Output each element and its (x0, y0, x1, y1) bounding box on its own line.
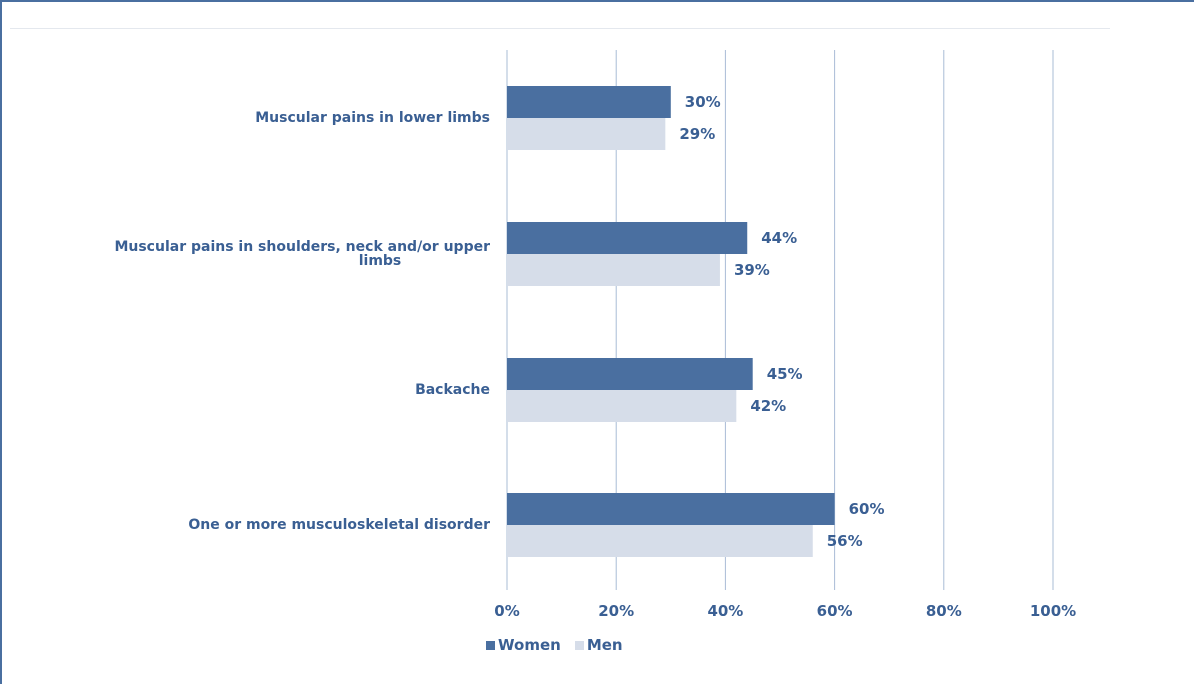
data-label-women: 60% (848, 500, 885, 518)
x-tick-label: 60% (816, 602, 853, 620)
legend: Women Men (486, 636, 637, 654)
category-label: Backache (415, 382, 490, 398)
bar-men-2 (507, 390, 737, 422)
bar-women-1 (507, 222, 748, 254)
legend-swatch-men (574, 640, 584, 650)
legend-item-women: Women (486, 636, 561, 654)
x-tick-label: 80% (925, 602, 962, 620)
legend-item-men: Men (574, 636, 623, 654)
data-label-men: 56% (826, 532, 863, 550)
top-divider (10, 28, 1110, 29)
data-label-men: 29% (679, 125, 716, 143)
category-label: Muscular pains in shoulders, neck and/or… (114, 239, 490, 269)
data-label-men: 39% (733, 261, 770, 279)
category-label: One or more musculoskeletal disorder (188, 517, 490, 533)
data-label-women: 30% (684, 93, 721, 111)
bar-men-3 (507, 525, 813, 557)
bar-women-3 (507, 493, 835, 525)
bar-men-0 (507, 118, 666, 150)
x-tick-label: 100% (1029, 602, 1077, 620)
legend-label-men: Men (586, 636, 623, 654)
x-tick-label: 40% (707, 602, 744, 620)
x-tick-label: 0% (494, 602, 520, 620)
data-label-women: 44% (761, 229, 798, 247)
data-label-men: 42% (750, 397, 787, 415)
bar-women-2 (507, 358, 753, 390)
legend-label-women: Women (498, 636, 561, 654)
data-label-women: 45% (766, 365, 803, 383)
x-tick-label: 20% (598, 602, 635, 620)
bar-women-0 (507, 86, 671, 118)
category-label: Muscular pains in lower limbs (255, 110, 490, 126)
legend-swatch-women (486, 640, 495, 650)
bar-men-1 (507, 254, 720, 286)
